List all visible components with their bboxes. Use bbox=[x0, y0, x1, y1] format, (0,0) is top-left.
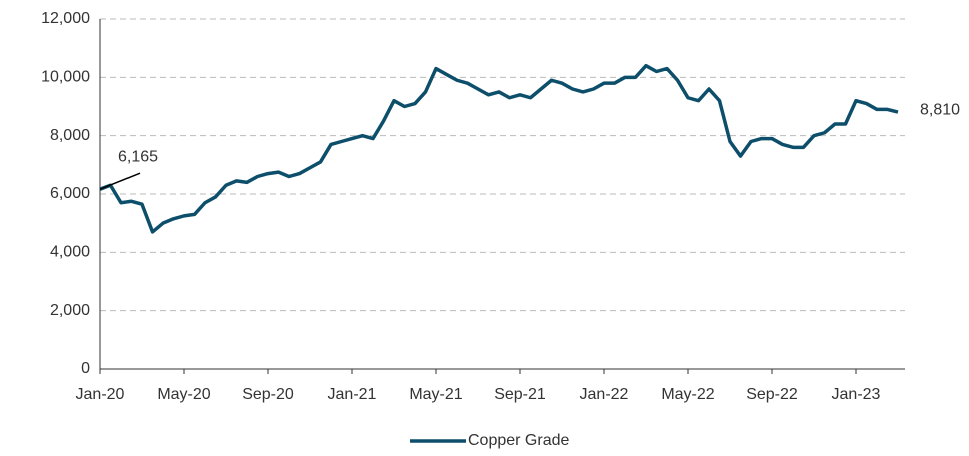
x-tick-label: May-22 bbox=[661, 386, 714, 403]
y-tick-label: 12,000 bbox=[41, 10, 90, 27]
y-tick-label: 2,000 bbox=[50, 302, 90, 319]
y-tick-label: 6,000 bbox=[50, 185, 90, 202]
y-tick-label: 0 bbox=[81, 360, 90, 377]
x-tick-label: Sep-22 bbox=[746, 386, 798, 403]
data-label: 6,165 bbox=[118, 148, 158, 165]
y-tick-label: 10,000 bbox=[41, 69, 90, 86]
x-tick-label: Jan-22 bbox=[580, 386, 629, 403]
x-tick-label: May-20 bbox=[157, 386, 210, 403]
data-line bbox=[99, 63, 899, 234]
data-label: 8,810 bbox=[920, 101, 960, 118]
x-tick-label: Jan-20 bbox=[76, 386, 125, 403]
legend-label: Copper Grade bbox=[468, 432, 569, 449]
x-tick-label: Jan-23 bbox=[832, 386, 881, 403]
x-tick-label: Jan-21 bbox=[328, 386, 377, 403]
leader-line bbox=[99, 172, 141, 190]
y-tick-label: 8,000 bbox=[50, 127, 90, 144]
y-tick-label: 4,000 bbox=[50, 244, 90, 261]
x-tick-label: Sep-21 bbox=[494, 386, 546, 403]
x-tick-label: May-21 bbox=[409, 386, 462, 403]
x-tick-label: Sep-20 bbox=[242, 386, 294, 403]
